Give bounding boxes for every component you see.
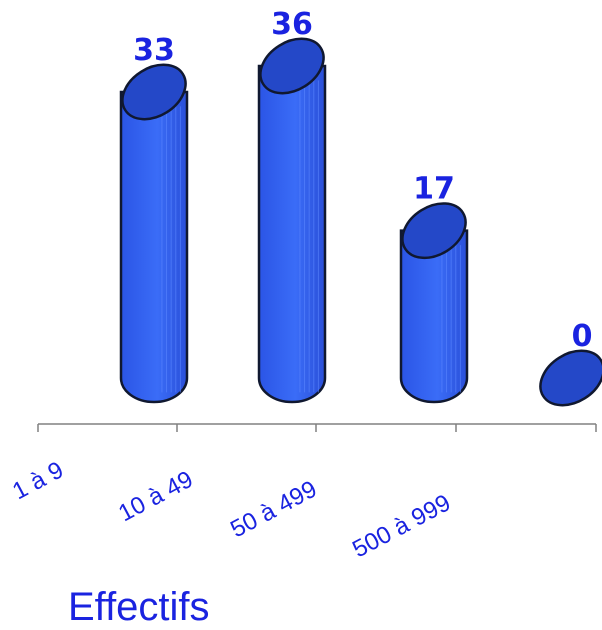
x-ticks-group bbox=[37, 424, 597, 432]
x-tick-labels-group: 1 à 9 10 à 49 50 à 499 500 à 999 bbox=[8, 456, 455, 563]
value-label: 36 bbox=[271, 7, 313, 42]
bar-top bbox=[401, 202, 467, 260]
bar-4 bbox=[539, 349, 602, 407]
value-labels-group: 33 36 17 0 bbox=[133, 7, 592, 354]
x-axis-title: Effectifs bbox=[68, 585, 210, 629]
value-label: 0 bbox=[572, 319, 593, 354]
x-tick-label: 500 à 999 bbox=[348, 489, 455, 563]
bar-top bbox=[121, 63, 187, 121]
bar-body bbox=[119, 90, 189, 404]
value-label: 33 bbox=[133, 33, 175, 68]
bar-2 bbox=[257, 37, 327, 404]
bar-top bbox=[259, 37, 325, 95]
x-tick-label: 10 à 49 bbox=[114, 466, 197, 527]
x-tick-label: 50 à 499 bbox=[226, 476, 321, 544]
x-tick-label: 1 à 9 bbox=[8, 456, 68, 505]
value-label: 17 bbox=[413, 172, 455, 207]
bar-3 bbox=[399, 202, 469, 404]
bar-body bbox=[257, 64, 327, 404]
bar-body bbox=[399, 229, 469, 404]
bars-group bbox=[119, 37, 602, 407]
bar-top bbox=[539, 349, 602, 407]
bar-1 bbox=[119, 63, 189, 404]
